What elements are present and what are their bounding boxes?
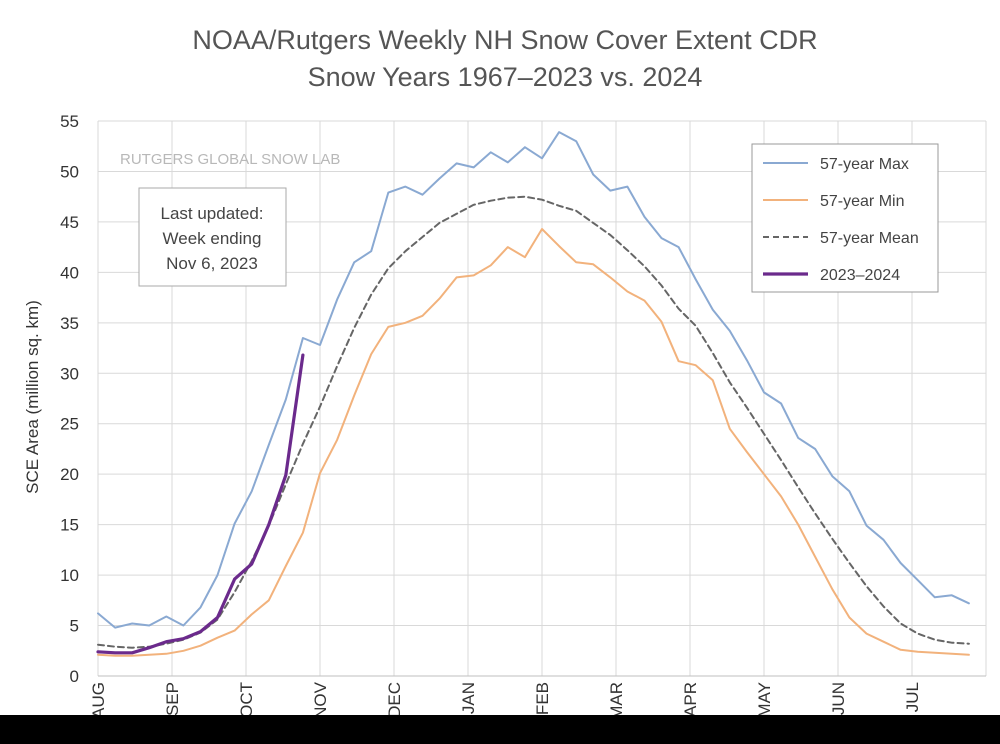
chart-subtitle: Snow Years 1967–2023 vs. 2024 bbox=[308, 62, 703, 92]
y-tick-label: 30 bbox=[60, 364, 79, 383]
x-tick-label: JAN bbox=[459, 682, 478, 714]
legend: 57-year Max 57-year Min 57-year Mean 2023–2… bbox=[751, 143, 939, 293]
x-tick-label: AUG bbox=[89, 682, 108, 715]
legend-label: 2023–2024 bbox=[820, 267, 900, 284]
x-tick-label: JUN bbox=[829, 682, 848, 715]
y-tick-label: 45 bbox=[60, 213, 79, 232]
y-tick-label: 55 bbox=[60, 112, 79, 131]
y-axis-label: SCE Area (million sq. km) bbox=[23, 300, 42, 494]
x-tick-label: JUL bbox=[903, 682, 922, 712]
series-line-3 bbox=[97, 195, 970, 649]
series-line-2 bbox=[97, 228, 970, 657]
y-tick-label: 0 bbox=[70, 667, 79, 686]
last-updated-box: Last updated: Week ending Nov 6, 2023 bbox=[138, 187, 287, 287]
gridlines bbox=[97, 120, 987, 677]
legend-label: 57-year Max bbox=[820, 156, 909, 173]
watermark: RUTGERS GLOBAL SNOW LAB bbox=[120, 151, 340, 168]
x-tick-label: MAR bbox=[607, 682, 626, 715]
x-tick-label: DEC bbox=[385, 682, 404, 715]
legend-label: 57-year Min bbox=[820, 193, 904, 210]
x-tick-label: OCT bbox=[237, 682, 256, 715]
series-line-1 bbox=[97, 131, 970, 629]
note-line-1: Last updated: bbox=[160, 204, 263, 223]
snow-cover-chart: NOAA/Rutgers Weekly NH Snow Cover Extent… bbox=[23, 25, 987, 715]
chart-title: NOAA/Rutgers Weekly NH Snow Cover Extent… bbox=[192, 25, 817, 55]
x-tick-label: APR bbox=[681, 682, 700, 715]
y-tick-label: 5 bbox=[70, 617, 79, 636]
y-tick-labels: 0 5 10 15 20 25 30 35 40 45 50 55 bbox=[60, 112, 79, 686]
y-tick-label: 50 bbox=[60, 162, 79, 181]
series-line-4 bbox=[96, 353, 305, 655]
x-tick-labels: AUG SEP OCT NOV DEC JAN FEB MAR APR MAY JUN JUL bbox=[89, 681, 922, 715]
legend-label: 57-year Mean bbox=[820, 230, 919, 247]
x-tick-label: FEB bbox=[533, 682, 552, 715]
x-tick-label: MAY bbox=[755, 682, 774, 715]
series-lines bbox=[96, 131, 970, 657]
y-tick-label: 10 bbox=[60, 566, 79, 585]
x-tick-label: SEP bbox=[163, 682, 182, 715]
note-line-2: Week ending bbox=[163, 229, 262, 248]
chart-panel: NOAA/Rutgers Weekly NH Snow Cover Extent… bbox=[0, 0, 1000, 715]
y-tick-label: 40 bbox=[60, 263, 79, 282]
x-tick-label: NOV bbox=[311, 681, 330, 715]
y-tick-label: 20 bbox=[60, 465, 79, 484]
y-tick-label: 15 bbox=[60, 516, 79, 535]
note-line-3: Nov 6, 2023 bbox=[166, 254, 258, 273]
y-tick-label: 35 bbox=[60, 314, 79, 333]
y-tick-label: 25 bbox=[60, 415, 79, 434]
